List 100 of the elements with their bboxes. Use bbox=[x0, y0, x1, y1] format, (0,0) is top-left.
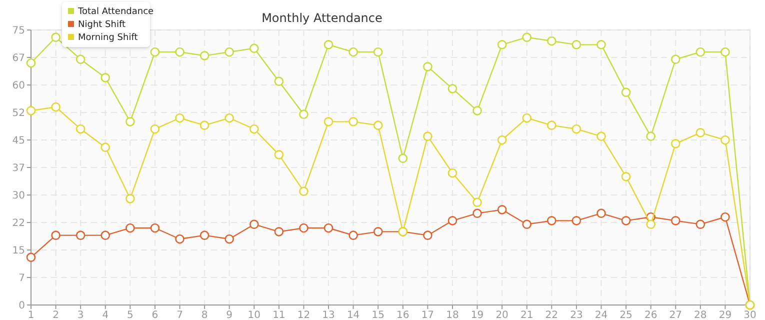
point bbox=[126, 223, 135, 233]
point bbox=[200, 120, 210, 130]
point bbox=[547, 216, 556, 226]
point bbox=[324, 223, 334, 233]
point bbox=[423, 62, 432, 72]
point bbox=[150, 124, 160, 134]
x-tick-label: 22 bbox=[545, 310, 558, 320]
point bbox=[621, 88, 631, 97]
y-tick-label: 30 bbox=[12, 190, 25, 202]
point bbox=[572, 124, 582, 134]
x-tick-label: 26 bbox=[644, 310, 658, 320]
point bbox=[423, 132, 432, 141]
point bbox=[373, 120, 383, 130]
y-tick-label: 0 bbox=[18, 300, 25, 312]
y-tick-label: 52 bbox=[12, 108, 25, 119]
y-tick-label: 75 bbox=[12, 26, 25, 36]
point bbox=[274, 76, 284, 86]
y-tick-label: 60 bbox=[12, 80, 25, 92]
point bbox=[76, 54, 86, 64]
x-tick-label: 3 bbox=[77, 310, 84, 320]
point bbox=[646, 132, 656, 141]
point bbox=[224, 47, 234, 57]
point bbox=[175, 234, 184, 244]
x-tick-label: 20 bbox=[496, 310, 508, 320]
point bbox=[26, 106, 36, 116]
legend-label: Night Shift bbox=[78, 20, 126, 30]
point bbox=[670, 216, 680, 226]
point bbox=[224, 234, 234, 244]
point bbox=[646, 220, 656, 229]
point bbox=[596, 208, 606, 218]
point bbox=[100, 230, 110, 240]
point bbox=[621, 216, 631, 226]
point bbox=[522, 32, 532, 42]
x-tick-label: 21 bbox=[520, 310, 534, 320]
x-tick-label: 7 bbox=[176, 310, 183, 320]
x-tick-label: 28 bbox=[694, 310, 707, 320]
x-tick-label: 25 bbox=[620, 310, 632, 320]
point bbox=[670, 139, 680, 148]
point bbox=[572, 216, 582, 226]
point bbox=[76, 124, 86, 134]
point bbox=[522, 220, 532, 229]
point bbox=[373, 227, 383, 236]
point bbox=[299, 223, 308, 233]
x-tick-label: 16 bbox=[396, 310, 410, 320]
point bbox=[150, 223, 160, 233]
point bbox=[299, 186, 308, 196]
x-tick-label: 2 bbox=[52, 310, 59, 320]
point bbox=[696, 128, 706, 138]
point bbox=[324, 40, 334, 50]
point bbox=[497, 205, 507, 214]
y-tick-label: 37 bbox=[12, 163, 25, 174]
x-tick-label: 4 bbox=[102, 310, 109, 320]
x-tick-label: 14 bbox=[346, 310, 360, 320]
point bbox=[448, 84, 458, 94]
point bbox=[547, 36, 556, 46]
legend-label: Total Attendance bbox=[77, 7, 154, 18]
point bbox=[497, 135, 507, 145]
point bbox=[472, 106, 482, 116]
point bbox=[373, 47, 383, 57]
point bbox=[720, 135, 730, 145]
point bbox=[274, 227, 284, 236]
point bbox=[720, 212, 730, 222]
x-tick-label: 18 bbox=[446, 310, 459, 320]
legend-label: Morning Shift bbox=[78, 33, 138, 44]
x-tick-label: 12 bbox=[297, 310, 310, 320]
x-tick-label: 19 bbox=[470, 310, 484, 320]
x-tick-label: 6 bbox=[152, 310, 158, 320]
y-tick-label: 15 bbox=[12, 246, 25, 256]
chart-title: Monthly Attendance bbox=[262, 11, 382, 25]
x-tick-label: 13 bbox=[322, 310, 335, 320]
point bbox=[423, 230, 432, 240]
x-tick-label: 17 bbox=[421, 310, 434, 320]
point bbox=[348, 230, 358, 240]
y-tick-label: 7 bbox=[18, 273, 25, 284]
point bbox=[100, 73, 110, 82]
point bbox=[175, 47, 184, 57]
point bbox=[572, 40, 582, 50]
point bbox=[249, 124, 259, 134]
point bbox=[126, 194, 135, 204]
x-tick-label: 8 bbox=[201, 310, 208, 320]
point bbox=[175, 113, 184, 123]
point bbox=[26, 252, 36, 262]
x-tick-label: 30 bbox=[744, 310, 756, 320]
point bbox=[100, 142, 110, 152]
point bbox=[522, 113, 532, 123]
point bbox=[621, 172, 631, 182]
point bbox=[670, 54, 680, 64]
point bbox=[51, 102, 60, 112]
point bbox=[398, 154, 408, 163]
point bbox=[249, 220, 259, 229]
point bbox=[696, 47, 706, 57]
x-tick-label: 5 bbox=[126, 310, 134, 320]
point bbox=[249, 44, 259, 53]
point bbox=[472, 208, 482, 218]
point bbox=[200, 230, 210, 240]
point bbox=[497, 40, 507, 50]
point bbox=[224, 113, 234, 123]
point bbox=[696, 220, 706, 229]
point bbox=[448, 168, 458, 178]
x-tick-label: 10 bbox=[248, 310, 261, 320]
